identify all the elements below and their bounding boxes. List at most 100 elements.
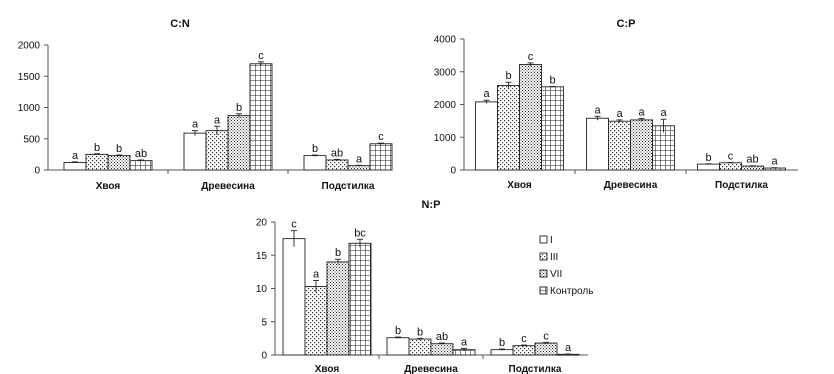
significance-letter: c — [258, 50, 264, 62]
chart-title: N:P — [422, 199, 441, 211]
bar — [697, 163, 720, 171]
significance-letter: b — [335, 247, 341, 259]
bar — [348, 242, 372, 356]
bar — [304, 286, 328, 356]
significance-letter: b — [505, 70, 511, 82]
y-tick-label: 20 — [256, 218, 268, 229]
legend-label: III — [550, 252, 558, 263]
significance-letter: a — [483, 88, 490, 100]
bar — [63, 162, 87, 171]
significance-letter: b — [116, 143, 122, 155]
significance-letter: b — [395, 325, 401, 337]
y-tick-label: 500 — [23, 134, 40, 145]
significance-letter: c — [291, 219, 297, 231]
y-tick-label: 1000 — [18, 103, 41, 114]
significance-letter: c — [378, 131, 384, 143]
significance-letter: a — [565, 342, 572, 354]
y-tick-label: 15 — [256, 251, 268, 262]
significance-letter: a — [771, 156, 778, 168]
significance-letter: a — [192, 119, 199, 131]
bar — [227, 115, 251, 171]
y-tick-label: 4000 — [434, 35, 457, 46]
y-tick-label: 1500 — [18, 72, 41, 83]
bar — [475, 101, 498, 171]
category-label: Хвоя — [507, 180, 532, 191]
y-tick-label: 1000 — [434, 133, 457, 144]
chart-title: C:N — [170, 18, 190, 30]
significance-letter: b — [417, 326, 423, 338]
significance-letter: bc — [354, 227, 366, 239]
bar — [430, 343, 454, 356]
significance-letter: a — [214, 114, 221, 126]
bar — [741, 165, 764, 171]
significance-letter: ab — [331, 147, 343, 159]
y-tick-label: 10 — [256, 284, 268, 295]
significance-letter: a — [72, 150, 79, 162]
significance-letter: b — [549, 74, 555, 86]
bar — [512, 345, 536, 356]
category-label: Подстилка — [509, 364, 562, 374]
bar — [129, 160, 153, 171]
category-label: Древесина — [404, 364, 458, 374]
significance-letter: a — [660, 107, 667, 119]
significance-letter: a — [461, 336, 468, 348]
legend-label: Контроль — [550, 286, 593, 297]
bar — [534, 342, 558, 356]
legend-label: I — [550, 235, 553, 246]
y-tick-label: 2000 — [18, 41, 41, 52]
bar — [386, 337, 410, 356]
bar — [630, 119, 653, 171]
legend-swatch — [539, 235, 548, 244]
bar — [303, 155, 327, 171]
significance-letter: ab — [436, 331, 448, 343]
significance-letter: a — [638, 107, 645, 119]
bar — [85, 153, 109, 171]
significance-letter: b — [236, 102, 242, 114]
category-label: Подстилка — [322, 181, 375, 192]
significance-letter: b — [705, 152, 711, 164]
bar — [282, 238, 306, 356]
bar — [719, 162, 742, 171]
significance-letter: ab — [746, 154, 758, 166]
significance-letter: a — [616, 108, 623, 120]
significance-letter: b — [499, 337, 505, 349]
significance-letter: c — [543, 330, 549, 342]
significance-letter: c — [728, 150, 734, 162]
legend-swatch — [539, 286, 548, 295]
y-tick-label: 3000 — [434, 67, 457, 78]
category-label: Древесина — [604, 180, 658, 191]
significance-letter: b — [312, 143, 318, 155]
bar — [519, 64, 542, 171]
bar — [541, 86, 564, 171]
bar — [205, 130, 229, 171]
bar — [608, 120, 631, 171]
legend-swatch — [539, 252, 548, 261]
category-label: Хвоя — [96, 181, 121, 192]
significance-letter: a — [313, 269, 320, 281]
category-label: Хвоя — [315, 364, 340, 374]
bar — [490, 349, 514, 356]
bar — [652, 125, 675, 171]
y-tick-label: 0 — [450, 166, 456, 177]
bar — [347, 165, 371, 171]
bar — [408, 338, 432, 356]
category-label: Древесина — [201, 181, 255, 192]
category-label: Подстилка — [715, 180, 768, 191]
bar — [325, 159, 349, 171]
significance-letter: ab — [135, 148, 147, 160]
legend-label: VII — [550, 269, 562, 280]
significance-letter: a — [356, 153, 363, 165]
bar — [183, 132, 207, 171]
significance-letter: a — [594, 104, 601, 116]
y-tick-label: 2000 — [434, 100, 457, 111]
bar — [326, 261, 350, 356]
y-tick-label: 5 — [261, 317, 267, 328]
significance-letter: c — [528, 51, 534, 63]
bar — [497, 85, 520, 171]
y-tick-label: 0 — [261, 351, 267, 362]
